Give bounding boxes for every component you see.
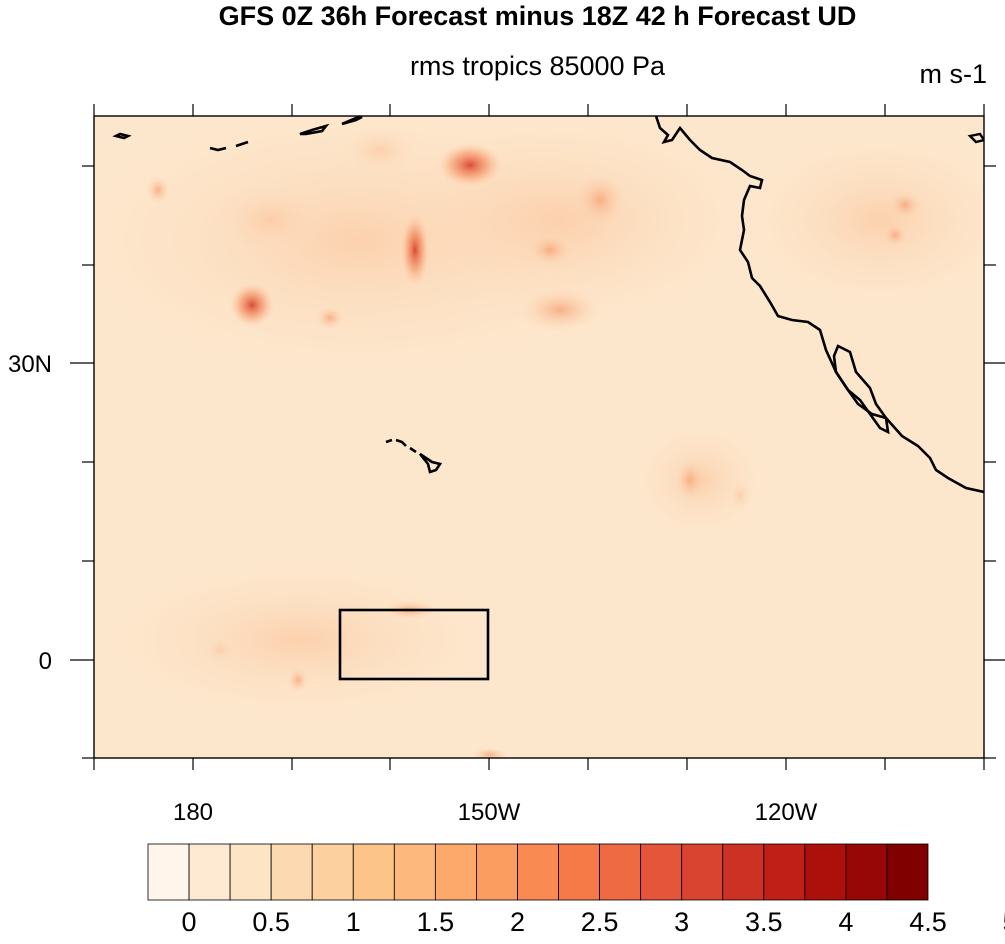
coastline-baja: [832, 344, 890, 435]
colorbar-label: 4.5: [909, 907, 947, 937]
colorbar-swatch: [147, 843, 190, 901]
colorbar-label: 4: [838, 907, 853, 937]
colorbar-swatch: [476, 843, 518, 901]
lon-label-180: 180: [173, 799, 213, 826]
coastline-ne-corner: [967, 132, 984, 144]
coastline-alaska: [112, 116, 363, 152]
colorbar-label: 0.5: [252, 907, 290, 937]
colorbar-swatch: [558, 843, 600, 901]
colorbar-swatch: [270, 843, 313, 901]
colorbar-swatch: [804, 843, 847, 901]
colorbar-label: 3.5: [745, 907, 783, 937]
region-box: [338, 608, 490, 681]
colorbar-label: 0: [182, 907, 197, 937]
map-title: GFS 0Z 36h Forecast minus 18Z 42 h Forec…: [218, 1, 857, 31]
map-frame: [93, 115, 985, 759]
colorbar-swatch: [229, 843, 272, 901]
lon-label-120w: 120W: [755, 799, 818, 826]
colorbar-swatch: [640, 843, 683, 901]
colorbar-swatch: [434, 843, 477, 901]
colorbar-swatch: [722, 843, 765, 901]
colorbar-label: 3: [674, 907, 689, 937]
colorbar-label: 2: [510, 907, 525, 937]
lon-label-150w: 150W: [458, 799, 521, 826]
colorbar-swatch: [599, 843, 642, 901]
colorbar-swatch: [845, 843, 888, 901]
colorbar-swatch: [352, 843, 395, 901]
colorbar-label: 5: [1003, 907, 1005, 937]
axis-ticks: [70, 104, 1005, 770]
colorbar: [147, 843, 929, 901]
map-subtitle: rms tropics 85000 Pa: [409, 51, 666, 81]
lat-label-0: 0: [39, 648, 52, 675]
colorbar-swatch: [188, 843, 231, 901]
lat-label-30n: 30N: [8, 351, 52, 378]
colorbar-swatch: [886, 843, 929, 901]
colorbar-label: 1.5: [417, 907, 455, 937]
map-field: [94, 116, 984, 758]
colorbar-swatch: [681, 843, 724, 901]
colorbar-label: 1: [346, 907, 361, 937]
colorbar-swatch: [393, 843, 436, 901]
colorbar-swatch: [763, 843, 806, 901]
colorbar-labels: 0 0.5 1 1.5 2 2.5 3 3.5 4 4.5 5: [182, 907, 1005, 937]
colorbar-swatch: [517, 843, 559, 901]
hawaii-islands: [385, 438, 443, 474]
coastline-north-america: [654, 116, 984, 494]
units-label: m s-1: [919, 59, 988, 89]
colorbar-label: 2.5: [581, 907, 619, 937]
colorbar-swatch: [311, 843, 354, 901]
